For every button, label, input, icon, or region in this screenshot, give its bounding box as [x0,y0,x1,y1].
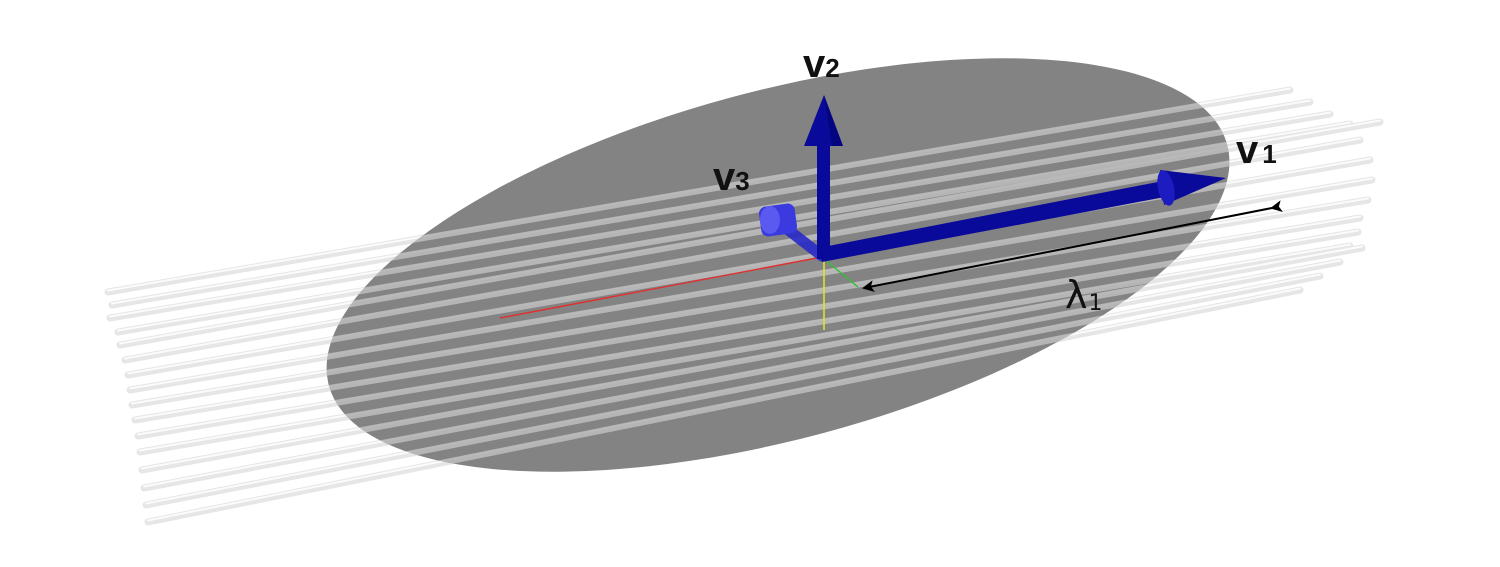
label-lambda1: λ1 [1065,273,1103,317]
lambda1-measure-arrow [862,200,1283,292]
label-v3-main: v [713,155,736,199]
label-v1-sub: 1 [1262,139,1276,169]
eigenvector-v3 [758,203,828,262]
label-v3-sub: 3 [735,166,749,196]
label-v2-sub: 2 [825,53,839,83]
label-v2-main: v [803,42,826,86]
label-v1-main: v [1236,128,1259,172]
eigenvector-v2 [804,95,843,259]
label-lambda1-sub: 1 [1089,291,1103,316]
label-lambda1-main: λ [1065,273,1088,317]
axis-z-line [823,258,859,288]
label-v3: v3 [713,155,750,199]
label-v2: v2 [803,42,840,86]
axis-x-line [499,256,823,319]
